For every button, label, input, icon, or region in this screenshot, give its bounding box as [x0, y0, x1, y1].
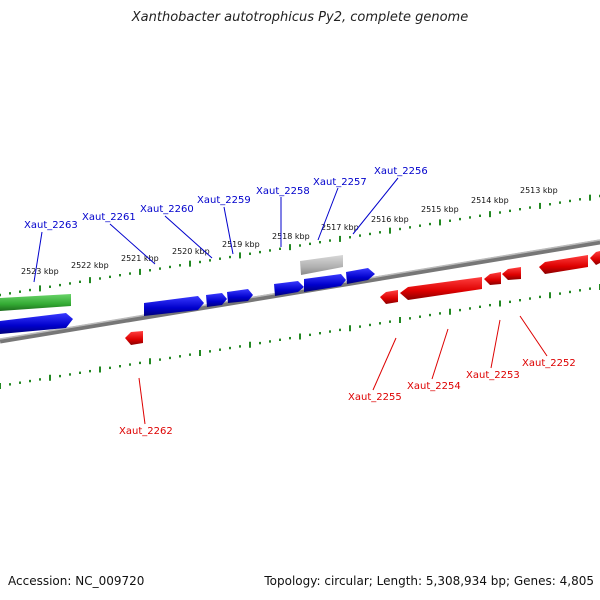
gene-arrow-forward[interactable]	[304, 274, 346, 292]
scale-label: 2522 kbp	[71, 261, 109, 270]
scale-label: 2516 kbp	[371, 215, 409, 224]
gene-arrow-reverse[interactable]	[125, 331, 143, 345]
gene-arrow-reverse[interactable]	[380, 290, 398, 304]
scale-label: 2513 kbp	[520, 186, 558, 195]
pseudo-gene[interactable]	[300, 255, 343, 275]
forward-leader-lines	[33, 177, 399, 283]
rna-gene[interactable]	[0, 294, 71, 311]
gene-label[interactable]: Xaut_2260	[140, 204, 194, 215]
reverse-gene-labels: Xaut_2262 Xaut_2255 Xaut_2254 Xaut_2253 …	[119, 358, 576, 437]
gene-arrow-reverse[interactable]	[590, 251, 600, 265]
gene-label[interactable]: Xaut_2261	[82, 212, 136, 223]
gene-arrow-forward[interactable]	[274, 281, 304, 296]
scale-label: 2521 kbp	[121, 254, 159, 263]
gene-arrow-forward[interactable]	[0, 313, 73, 334]
gene-label[interactable]: Xaut_2256	[374, 166, 428, 177]
scale-label: 2514 kbp	[471, 196, 509, 205]
gene-arrow-reverse[interactable]	[502, 267, 521, 280]
genome-summary-text: Topology: circular; Length: 5,308,934 bp…	[264, 574, 594, 588]
gene-label[interactable]: Xaut_2263	[24, 220, 78, 231]
scale-label: 2517 kbp	[321, 223, 359, 232]
scale-label: 2518 kbp	[272, 232, 310, 241]
scale-label: 2523 kbp	[21, 267, 59, 276]
scale-label: 2520 kbp	[172, 247, 210, 256]
gene-label[interactable]: Xaut_2258	[256, 186, 310, 197]
reverse-leader-lines	[138, 315, 548, 425]
reverse-scale-ticks	[0, 284, 600, 389]
accession-text: Accession: NC_009720	[8, 574, 145, 588]
gene-arrow-reverse[interactable]	[400, 277, 482, 300]
gene-label[interactable]: Xaut_2259	[197, 195, 251, 206]
gene-label[interactable]: Xaut_2255	[348, 392, 402, 403]
forward-scale-ticks	[0, 194, 600, 297]
gene-label[interactable]: Xaut_2262	[119, 426, 173, 437]
forward-gene-labels: Xaut_2263 Xaut_2261 Xaut_2260 Xaut_2259 …	[24, 166, 428, 231]
gene-label[interactable]: Xaut_2257	[313, 177, 367, 188]
map-title: Xanthobacter autotrophicus Py2, complete…	[131, 10, 469, 25]
scale-labels: 2523 kbp 2522 kbp 2521 kbp 2520 kbp 2519…	[21, 186, 558, 276]
scale-label: 2519 kbp	[222, 240, 260, 249]
gene-label[interactable]: Xaut_2254	[407, 381, 461, 392]
gene-arrow-reverse[interactable]	[539, 255, 588, 274]
genome-backbone	[0, 239, 600, 344]
gene-arrow-forward[interactable]	[346, 268, 375, 284]
gene-arrow-forward[interactable]	[144, 296, 204, 316]
gene-arrow-reverse[interactable]	[484, 272, 501, 285]
forward-genes	[0, 255, 375, 334]
reverse-genes	[125, 251, 600, 345]
gene-arrow-forward[interactable]	[206, 293, 227, 307]
gene-label[interactable]: Xaut_2253	[466, 370, 520, 381]
scale-label: 2515 kbp	[421, 205, 459, 214]
gene-label[interactable]: Xaut_2252	[522, 358, 576, 369]
gene-arrow-forward[interactable]	[227, 289, 253, 303]
